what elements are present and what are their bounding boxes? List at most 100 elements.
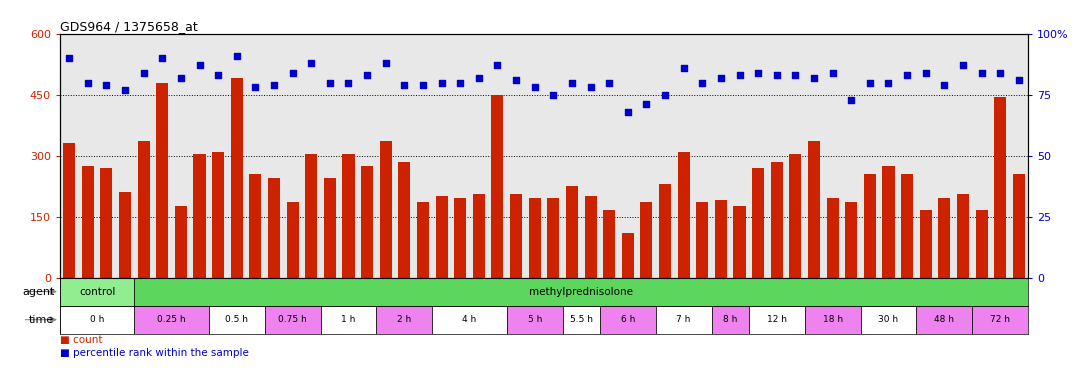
Bar xyxy=(60,278,134,306)
Point xyxy=(880,80,898,86)
Point xyxy=(79,80,97,86)
Point xyxy=(750,70,767,76)
Text: control: control xyxy=(79,286,115,297)
Bar xyxy=(376,306,432,334)
Text: 30 h: 30 h xyxy=(878,315,899,324)
Text: 0 h: 0 h xyxy=(90,315,104,324)
Point xyxy=(284,70,301,76)
Point xyxy=(731,72,749,78)
Text: GDS964 / 1375658_at: GDS964 / 1375658_at xyxy=(60,20,198,33)
Point xyxy=(415,82,432,88)
Bar xyxy=(286,202,299,278)
Text: 6 h: 6 h xyxy=(620,315,635,324)
Bar xyxy=(919,210,931,278)
Point xyxy=(675,65,692,71)
Bar xyxy=(752,168,764,278)
Point xyxy=(135,70,152,76)
Point xyxy=(842,97,860,103)
Point xyxy=(713,75,730,81)
Point xyxy=(619,109,636,115)
Bar xyxy=(566,186,578,278)
Bar xyxy=(864,174,876,278)
Bar xyxy=(209,306,264,334)
Bar xyxy=(435,196,447,278)
Text: 0.25 h: 0.25 h xyxy=(158,315,186,324)
Bar xyxy=(82,166,94,278)
Point xyxy=(61,55,78,61)
Bar xyxy=(656,306,712,334)
Bar xyxy=(343,154,355,278)
Bar xyxy=(264,306,321,334)
Point xyxy=(470,75,487,81)
Bar xyxy=(584,196,596,278)
Bar xyxy=(60,306,134,334)
Point xyxy=(954,62,972,68)
Text: 5 h: 5 h xyxy=(528,315,542,324)
Point xyxy=(116,87,134,93)
Point xyxy=(805,75,823,81)
Point xyxy=(899,72,916,78)
Bar xyxy=(976,210,988,278)
Point xyxy=(973,70,990,76)
Bar xyxy=(641,202,653,278)
Text: 7 h: 7 h xyxy=(677,315,691,324)
Point xyxy=(991,70,1009,76)
Point xyxy=(321,80,338,86)
Bar xyxy=(380,141,392,278)
Bar xyxy=(861,306,916,334)
Bar xyxy=(194,154,206,278)
Bar xyxy=(882,166,894,278)
Bar xyxy=(749,306,805,334)
Bar xyxy=(827,198,839,278)
Point xyxy=(862,80,879,86)
Text: 5.5 h: 5.5 h xyxy=(570,315,593,324)
Bar xyxy=(1013,174,1025,278)
Point xyxy=(507,77,524,83)
Bar xyxy=(916,306,973,334)
Bar xyxy=(957,194,969,278)
Bar xyxy=(938,198,951,278)
Text: 0.75 h: 0.75 h xyxy=(279,315,307,324)
Bar xyxy=(137,141,150,278)
Bar xyxy=(398,162,410,278)
Bar xyxy=(901,174,913,278)
Bar xyxy=(417,202,429,278)
Bar xyxy=(119,192,131,278)
Bar xyxy=(715,200,727,278)
Text: ■ count: ■ count xyxy=(60,335,102,345)
Point xyxy=(378,60,395,66)
Point xyxy=(358,72,375,78)
Bar xyxy=(973,306,1028,334)
Bar xyxy=(845,202,857,278)
Point xyxy=(489,62,506,68)
Bar xyxy=(249,174,261,278)
Bar xyxy=(696,202,708,278)
Point xyxy=(153,55,171,61)
Bar xyxy=(808,141,820,278)
Text: 2 h: 2 h xyxy=(397,315,411,324)
Point xyxy=(247,84,264,90)
Point xyxy=(190,62,208,68)
Bar xyxy=(268,178,280,278)
Point xyxy=(433,80,450,86)
Text: 0.5 h: 0.5 h xyxy=(225,315,248,324)
Bar xyxy=(547,198,559,278)
Point xyxy=(582,84,599,90)
Bar xyxy=(507,306,562,334)
Text: 48 h: 48 h xyxy=(935,315,954,324)
Point xyxy=(526,84,543,90)
Bar xyxy=(529,198,541,278)
Point xyxy=(936,82,953,88)
Point xyxy=(228,53,246,59)
Text: agent: agent xyxy=(22,287,54,297)
Bar xyxy=(134,306,209,334)
Point xyxy=(564,80,581,86)
Bar xyxy=(231,78,243,278)
Text: time: time xyxy=(29,315,54,325)
Point xyxy=(209,72,226,78)
Point xyxy=(693,80,710,86)
Bar xyxy=(621,233,634,278)
Bar xyxy=(324,178,336,278)
Text: 18 h: 18 h xyxy=(823,315,843,324)
Bar xyxy=(454,198,467,278)
